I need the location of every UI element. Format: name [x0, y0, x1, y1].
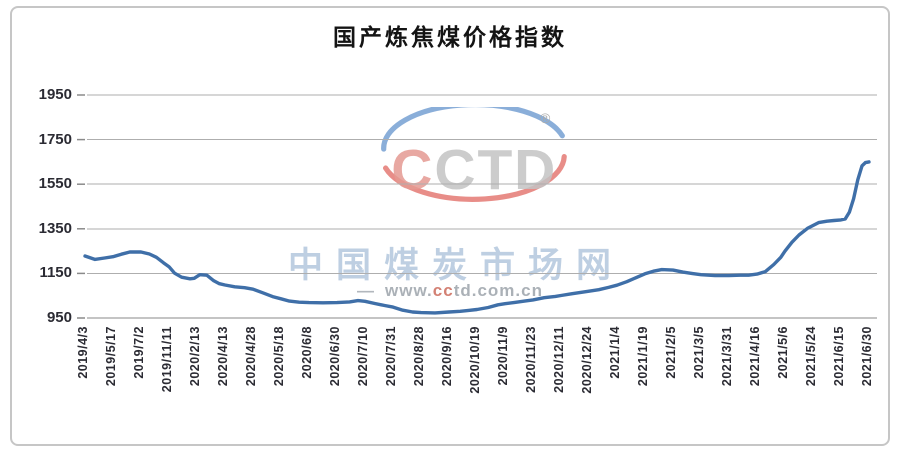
y-axis-label-1950: 1950 [38, 86, 72, 103]
x-axis-label: 2020/11/23 [524, 326, 538, 393]
y-axis-label-1750: 1750 [38, 130, 72, 148]
x-axis-label: 2020/9/16 [440, 326, 454, 387]
x-axis-label: 2021/2/5 [664, 326, 678, 379]
x-axis-label: 2021/4/16 [748, 326, 762, 387]
x-axis-label: 2020/12/24 [580, 326, 594, 394]
plot-area [77, 94, 877, 319]
x-axis-label: 2021/5/6 [776, 326, 790, 379]
y-axis-label-1150: 1150 [39, 264, 72, 282]
x-axis-label: 2020/8/28 [412, 326, 426, 387]
chart-card-border [10, 6, 890, 446]
y-axis-label-1350: 1350 [38, 219, 72, 237]
x-axis-label: 2020/4/28 [244, 326, 258, 387]
x-axis-label: 2019/5/17 [104, 326, 118, 387]
x-axis-label: 2019/7/2 [132, 326, 146, 379]
y-axis-label-950: 950 [46, 309, 72, 326]
x-axis-label: 2020/4/13 [216, 326, 230, 387]
x-axis-label: 2021/6/15 [832, 326, 846, 387]
x-axis-label: 2020/6/30 [328, 326, 342, 387]
x-axis-label: 2019/11/11 [160, 326, 174, 393]
x-axis-label: 2020/2/13 [188, 326, 202, 387]
x-axis-label: 2021/6/30 [860, 326, 874, 387]
price-index-line [83, 160, 871, 315]
x-axis-label: 2020/5/18 [272, 326, 286, 387]
x-axis-label: 2020/12/11 [552, 326, 566, 393]
x-axis-label: 2020/10/19 [468, 326, 482, 394]
chart-title: 国产炼焦煤价格指数 [333, 25, 567, 50]
x-axis-label: 2020/7/10 [356, 326, 370, 387]
x-axis-label: 2021/1/4 [608, 326, 622, 379]
x-axis-label: 2021/3/31 [720, 326, 734, 387]
x-axis-label: 2020/6/8 [300, 326, 314, 379]
y-axis-label-1550: 1550 [38, 175, 72, 193]
x-axis-label: 2021/5/24 [804, 326, 818, 387]
x-axis-label: 2020/11/9 [496, 326, 510, 386]
x-axis-label: 2020/7/31 [384, 326, 398, 387]
x-axis-label: 2019/4/3 [76, 326, 90, 379]
x-axis-label: 2021/1/19 [636, 326, 650, 387]
x-axis-label: 2021/3/5 [692, 326, 706, 379]
